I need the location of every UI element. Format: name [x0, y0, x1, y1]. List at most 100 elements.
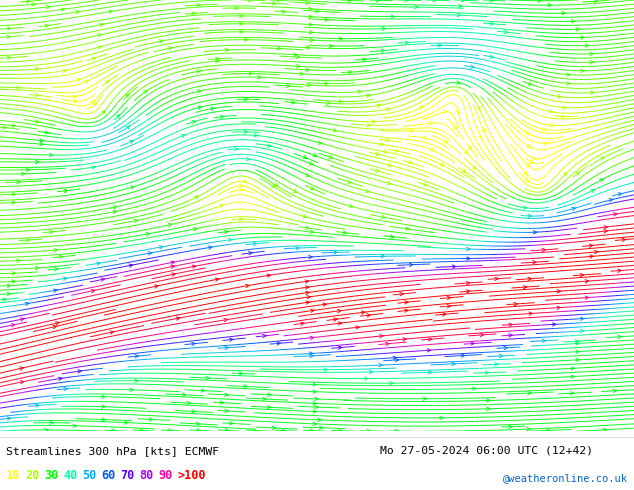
- FancyArrowPatch shape: [76, 78, 80, 82]
- FancyArrowPatch shape: [257, 75, 261, 79]
- FancyArrowPatch shape: [45, 131, 49, 134]
- FancyArrowPatch shape: [348, 71, 352, 74]
- FancyArrowPatch shape: [197, 3, 200, 7]
- FancyArrowPatch shape: [384, 150, 387, 153]
- FancyArrowPatch shape: [339, 100, 342, 103]
- FancyArrowPatch shape: [239, 372, 242, 375]
- FancyArrowPatch shape: [482, 129, 484, 133]
- FancyArrowPatch shape: [195, 196, 198, 199]
- FancyArrowPatch shape: [324, 368, 327, 371]
- FancyArrowPatch shape: [303, 215, 307, 218]
- FancyArrowPatch shape: [91, 290, 95, 293]
- FancyArrowPatch shape: [349, 204, 353, 208]
- FancyArrowPatch shape: [249, 0, 252, 2]
- FancyArrowPatch shape: [3, 298, 6, 301]
- FancyArrowPatch shape: [576, 28, 579, 31]
- FancyArrowPatch shape: [225, 49, 229, 51]
- FancyArrowPatch shape: [380, 143, 384, 146]
- FancyArrowPatch shape: [490, 0, 493, 2]
- FancyArrowPatch shape: [16, 259, 20, 262]
- FancyArrowPatch shape: [134, 220, 138, 222]
- FancyArrowPatch shape: [609, 198, 613, 202]
- FancyArrowPatch shape: [433, 0, 436, 2]
- FancyArrowPatch shape: [386, 139, 389, 142]
- FancyArrowPatch shape: [339, 37, 342, 40]
- FancyArrowPatch shape: [457, 13, 460, 17]
- FancyArrowPatch shape: [348, 0, 351, 2]
- FancyArrowPatch shape: [277, 342, 280, 345]
- FancyArrowPatch shape: [64, 387, 67, 391]
- FancyArrowPatch shape: [46, 5, 50, 9]
- FancyArrowPatch shape: [91, 100, 94, 104]
- FancyArrowPatch shape: [542, 339, 545, 343]
- FancyArrowPatch shape: [562, 12, 566, 15]
- FancyArrowPatch shape: [306, 301, 309, 304]
- FancyArrowPatch shape: [253, 242, 257, 245]
- FancyArrowPatch shape: [495, 363, 498, 366]
- FancyArrowPatch shape: [235, 6, 238, 10]
- FancyArrowPatch shape: [444, 140, 447, 143]
- FancyArrowPatch shape: [306, 46, 309, 49]
- FancyArrowPatch shape: [333, 251, 337, 254]
- FancyArrowPatch shape: [380, 335, 383, 338]
- FancyArrowPatch shape: [490, 22, 493, 25]
- FancyArrowPatch shape: [59, 255, 63, 259]
- FancyArrowPatch shape: [613, 213, 617, 216]
- FancyArrowPatch shape: [472, 387, 476, 390]
- FancyArrowPatch shape: [405, 41, 408, 45]
- FancyArrowPatch shape: [230, 338, 233, 342]
- FancyArrowPatch shape: [78, 369, 81, 373]
- FancyArrowPatch shape: [618, 269, 621, 272]
- FancyArrowPatch shape: [343, 231, 347, 234]
- FancyArrowPatch shape: [7, 35, 11, 39]
- FancyArrowPatch shape: [415, 5, 418, 9]
- FancyArrowPatch shape: [523, 286, 527, 289]
- FancyArrowPatch shape: [101, 405, 105, 408]
- FancyArrowPatch shape: [533, 261, 536, 264]
- FancyArrowPatch shape: [377, 104, 380, 107]
- FancyArrowPatch shape: [403, 338, 406, 341]
- FancyArrowPatch shape: [20, 367, 23, 370]
- FancyArrowPatch shape: [73, 99, 77, 103]
- FancyArrowPatch shape: [447, 296, 451, 299]
- FancyArrowPatch shape: [215, 278, 219, 281]
- FancyArrowPatch shape: [375, 169, 379, 172]
- FancyArrowPatch shape: [576, 350, 579, 353]
- FancyArrowPatch shape: [192, 12, 195, 15]
- FancyArrowPatch shape: [225, 409, 228, 413]
- FancyArrowPatch shape: [314, 397, 318, 400]
- FancyArrowPatch shape: [428, 338, 432, 341]
- FancyArrowPatch shape: [93, 102, 96, 106]
- FancyArrowPatch shape: [590, 61, 593, 64]
- FancyArrowPatch shape: [181, 134, 185, 138]
- FancyArrowPatch shape: [45, 428, 48, 432]
- FancyArrowPatch shape: [477, 106, 480, 110]
- FancyArrowPatch shape: [453, 125, 456, 129]
- FancyArrowPatch shape: [467, 247, 470, 251]
- FancyArrowPatch shape: [36, 94, 39, 97]
- FancyArrowPatch shape: [386, 108, 390, 111]
- FancyArrowPatch shape: [318, 418, 321, 421]
- FancyArrowPatch shape: [182, 393, 186, 396]
- FancyArrowPatch shape: [557, 306, 560, 309]
- FancyArrowPatch shape: [26, 239, 30, 242]
- FancyArrowPatch shape: [27, 0, 30, 3]
- FancyArrowPatch shape: [548, 3, 551, 7]
- FancyArrowPatch shape: [244, 130, 247, 133]
- FancyArrowPatch shape: [112, 429, 115, 432]
- FancyArrowPatch shape: [171, 261, 174, 264]
- FancyArrowPatch shape: [313, 422, 316, 425]
- FancyArrowPatch shape: [243, 179, 247, 183]
- FancyArrowPatch shape: [240, 22, 243, 25]
- FancyArrowPatch shape: [307, 295, 311, 299]
- FancyArrowPatch shape: [391, 15, 394, 18]
- FancyArrowPatch shape: [172, 273, 175, 276]
- FancyArrowPatch shape: [310, 429, 314, 432]
- FancyArrowPatch shape: [210, 107, 214, 110]
- FancyArrowPatch shape: [595, 250, 598, 254]
- FancyArrowPatch shape: [40, 139, 43, 142]
- Text: Mo 27-05-2024 06:00 UTC (12+42): Mo 27-05-2024 06:00 UTC (12+42): [380, 446, 593, 456]
- FancyArrowPatch shape: [467, 290, 470, 293]
- FancyArrowPatch shape: [462, 0, 465, 2]
- FancyArrowPatch shape: [410, 129, 413, 133]
